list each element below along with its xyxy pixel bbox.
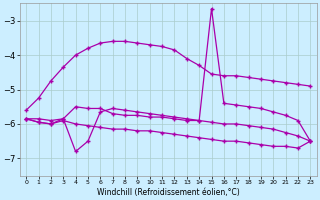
X-axis label: Windchill (Refroidissement éolien,°C): Windchill (Refroidissement éolien,°C) bbox=[97, 188, 240, 197]
